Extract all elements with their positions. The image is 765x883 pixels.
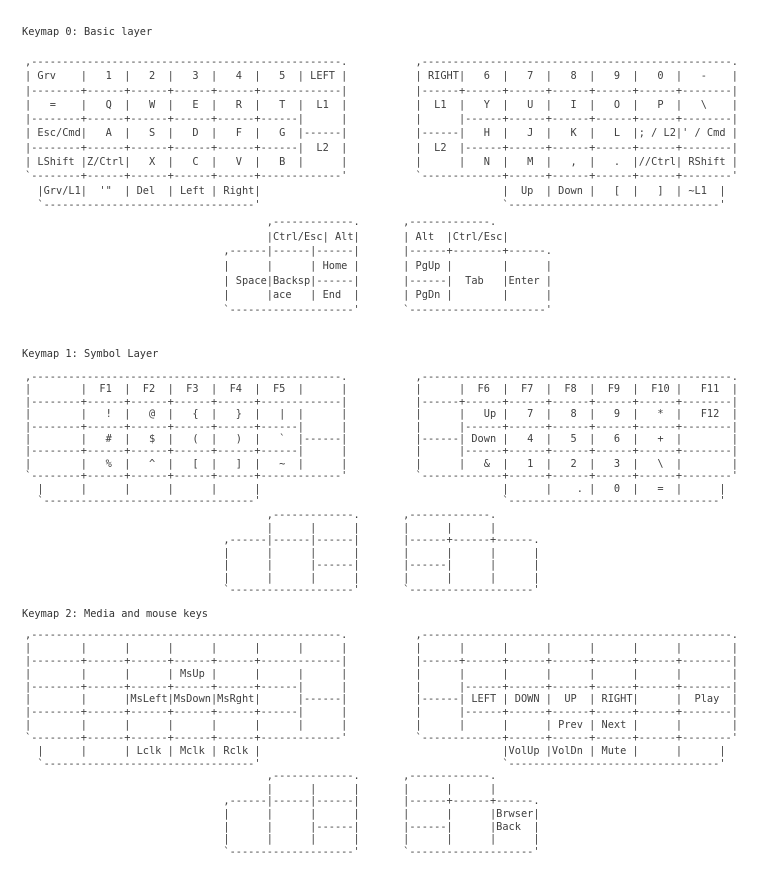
keymap-main-block: ,---------------------------------------…	[25, 629, 738, 771]
keymap-art-line: | = | Q | W | E | R | T | L1 | | L1 | Y …	[25, 98, 738, 111]
keymap-thumb-cluster: ,-------------. ,-------------. | | | | …	[25, 509, 540, 597]
keymap-art-line: |--------+------+------+------+------+--…	[25, 680, 738, 693]
keymap-art-line: |Ctrl/Esc| Alt| | Alt |Ctrl/Esc|	[25, 230, 509, 243]
keymap-art-line: `----------------------------------' `--…	[25, 494, 726, 507]
keymap-art-line: ,------|------|------| |------+------+--…	[25, 534, 540, 546]
keymap-art-line: | | F1 | F2 | F3 | F4 | F5 | | | | F6 | …	[25, 383, 738, 396]
layer-title: Keymap 0: Basic layer	[22, 26, 153, 38]
keymap-art-line: |--------+------+------+------+------+--…	[25, 84, 738, 97]
keymap-main-block: ,---------------------------------------…	[25, 371, 738, 507]
layer-title: Keymap 1: Symbol Layer	[22, 348, 159, 360]
keymap-art-line: | | |------| |------| | |	[25, 559, 540, 571]
keymap-art-line: | Grv | 1 | 2 | 3 | 4 | 5 | LEFT | | RIG…	[25, 70, 738, 83]
keymap-art-line: | | | | | | | | | | | | | | | |	[25, 641, 738, 654]
keymap-art-line: | | | | | | |Brwser|	[25, 808, 540, 821]
keymap-art-line: | | |------| |------| |Back |	[25, 820, 540, 833]
keymap-art-line: `----------------------------------' `--…	[25, 198, 726, 211]
keymap-art-line: `--------+------+------+------+------+--…	[25, 732, 738, 745]
keymap-art-line: | | % | ^ | [ | ] | ~ | | | | & | 1 | 2 …	[25, 457, 738, 470]
keymap-art-line: ,---------------------------------------…	[25, 56, 738, 68]
keymap-art-line: ,------|------|------| |------+------+--…	[25, 795, 540, 808]
keymap-art-line: ,---------------------------------------…	[25, 629, 738, 641]
keymap-art-line: | | | | MsUp | | | | | | | | | | | |	[25, 667, 738, 680]
keymap-art-line: | | | | | | | |	[25, 833, 540, 846]
keymap-art-line: `--------+------+------+------+------+--…	[25, 470, 738, 483]
keymap-art-line: | | |MsLeft|MsDown|MsRght| |------| |---…	[25, 693, 738, 706]
keymap-art-line: |--------+------+------+------+------+--…	[25, 706, 738, 719]
keymap-art-line: `--------------------' `----------------…	[25, 304, 552, 317]
keymap-art-line: | | | Home | | PgUp | | |	[25, 260, 552, 273]
keymap-art-line: | | | | | | | |	[25, 546, 540, 559]
keymap-art-line: |--------+------+------+------+------+--…	[25, 141, 738, 154]
keymap-thumb-cluster: ,-------------. ,-------------. | | | | …	[25, 770, 540, 859]
keymap-art-line: |--------+------+------+------+------+--…	[25, 654, 738, 667]
keymap-art-line: |--------+------+------+------+------+--…	[25, 395, 738, 408]
keymap-art-line: ,-------------. ,-------------.	[25, 216, 497, 228]
keymap-art-line: |--------+------+------+------+------+--…	[25, 420, 738, 433]
keymap-art-line: `----------------------------------' `--…	[25, 757, 726, 770]
keymap-art-line: | | | | | | | | | | | | Prev | Next | | …	[25, 719, 738, 732]
keymap-art-line: | | | | | | | |	[25, 571, 540, 584]
keymap-art-line: |Grv/L1| '" | Del | Left | Right| | Up |…	[25, 184, 726, 197]
keymap-art-line: `--------------------' `----------------…	[25, 846, 540, 859]
keymap-art-line: | | | Lclk | Mclk | Rclk | |VolUp |VolDn…	[25, 745, 726, 758]
keymap-art-line: `--------+------+------+------+------+--…	[25, 170, 738, 183]
keymap-art-line: |--------+------+------+------+------+--…	[25, 113, 738, 126]
keymap-art-line: | Esc/Cmd| A | S | D | F | G |------| |-…	[25, 127, 738, 140]
keymap-art-line: |--------+------+------+------+------+--…	[25, 445, 738, 458]
keymap-art-line: | Space|Backsp|------| |------| Tab |Ent…	[25, 274, 552, 287]
keymap-art-line: ,-------------. ,-------------.	[25, 509, 497, 521]
keymap-art-line: ,------|------|------| |------+--------+…	[25, 245, 552, 258]
keymap-art-line: | | | | | | | | . | 0 | = | |	[25, 482, 726, 495]
keymap-art-line: ,---------------------------------------…	[25, 371, 738, 383]
keymap-art-line: ,-------------. ,-------------.	[25, 770, 497, 782]
keymap-art-line: `--------------------' `----------------…	[25, 584, 540, 596]
keymap-art-line: | | | | | |	[25, 782, 497, 795]
keymap-art-line: | |ace | End | | PgDn | | |	[25, 289, 552, 302]
keymap-art-line: | | # | $ | ( | ) | ` |------| |------| …	[25, 432, 738, 445]
keymap-main-block: ,---------------------------------------…	[25, 55, 738, 212]
keymap-thumb-cluster: ,-------------. ,-------------. |Ctrl/Es…	[25, 215, 552, 318]
keymap-art-line: | LShift |Z/Ctrl| X | C | V | B | | | | …	[25, 156, 738, 169]
keymap-art-line: | | | | | |	[25, 521, 497, 534]
layer-title: Keymap 2: Media and mouse keys	[22, 608, 208, 620]
keymap-art-line: | | ! | @ | { | } | | | | | | Up | 7 | 8…	[25, 408, 738, 421]
